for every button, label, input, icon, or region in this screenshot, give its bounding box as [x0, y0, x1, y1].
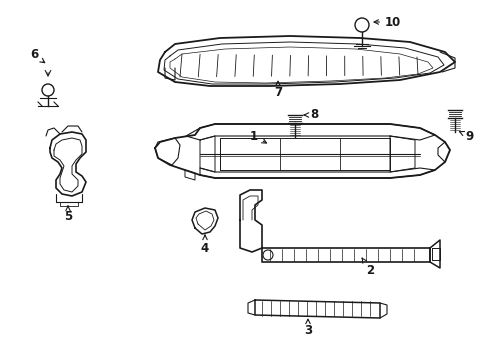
Text: 7: 7: [274, 81, 282, 99]
Text: 8: 8: [304, 108, 318, 122]
Text: 2: 2: [362, 258, 374, 276]
Text: 5: 5: [64, 206, 72, 222]
Text: 1: 1: [250, 130, 267, 143]
Text: 10: 10: [374, 15, 401, 28]
Text: 6: 6: [30, 49, 45, 63]
Text: 9: 9: [460, 130, 473, 143]
Text: 4: 4: [201, 235, 209, 255]
Text: 3: 3: [304, 319, 312, 337]
